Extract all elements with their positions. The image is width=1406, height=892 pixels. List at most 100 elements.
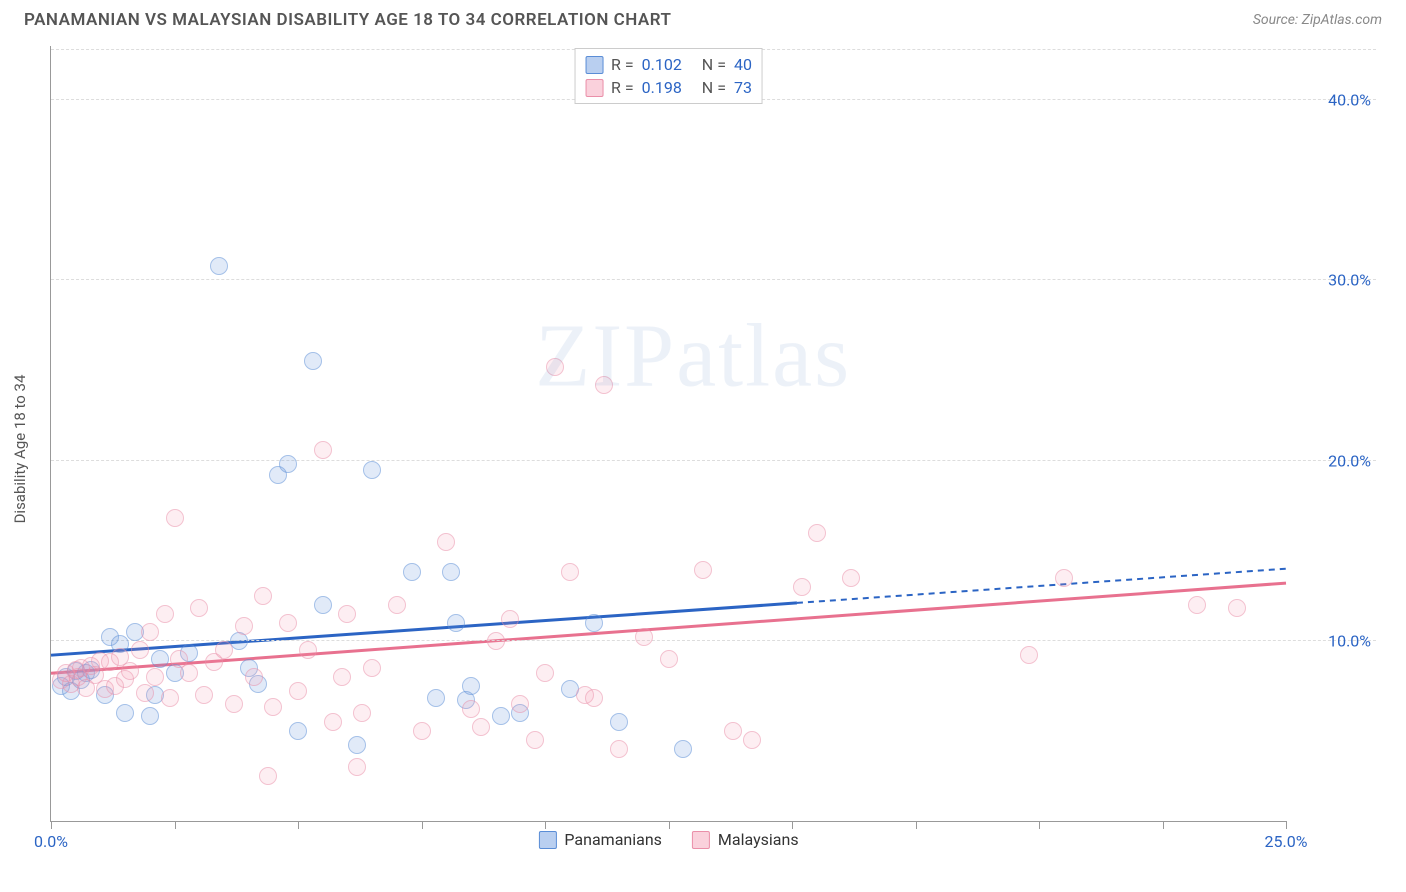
stats-row-panamanians: R = 0.102 N = 40: [585, 53, 752, 76]
x-tick: [916, 821, 917, 829]
chart-title: PANAMANIAN VS MALAYSIAN DISABILITY AGE 1…: [24, 10, 672, 30]
data-point: [215, 641, 233, 659]
data-point: [363, 461, 381, 479]
data-point: [585, 689, 603, 707]
data-point: [674, 740, 692, 758]
data-point: [210, 257, 228, 275]
data-point: [413, 722, 431, 740]
data-point: [561, 563, 579, 581]
data-point: [526, 731, 544, 749]
swatch-blue-icon: [585, 56, 603, 74]
data-point: [348, 736, 366, 754]
data-point: [289, 722, 307, 740]
data-point: [131, 641, 149, 659]
plot-area: ZIPatlas R = 0.102 N = 40 R = 0.198 N = …: [50, 46, 1286, 822]
data-point: [195, 686, 213, 704]
n-value-panamanians: 40: [734, 55, 752, 74]
n-label: N =: [702, 55, 726, 74]
y-axis-label: Disability Age 18 to 34: [11, 375, 29, 524]
data-point: [492, 707, 510, 725]
data-point: [279, 614, 297, 632]
data-point: [743, 731, 761, 749]
r-value-malaysians: 0.198: [642, 78, 682, 97]
data-point: [610, 740, 628, 758]
x-tick: [545, 821, 546, 829]
plot-container: Disability Age 18 to 34 ZIPatlas R = 0.1…: [50, 46, 1376, 852]
data-point: [141, 707, 159, 725]
gridline: [51, 460, 1376, 461]
x-tick: [51, 821, 52, 829]
trend-line-extrapolated: [797, 569, 1286, 603]
r-label: R =: [611, 78, 634, 97]
data-point: [190, 599, 208, 617]
legend-item-panamanians: Panamanians: [538, 830, 662, 849]
data-point: [403, 563, 421, 581]
data-point: [235, 617, 253, 635]
data-point: [635, 628, 653, 646]
y-tick-label: 40.0%: [1328, 91, 1371, 110]
x-tick: [422, 821, 423, 829]
data-point: [348, 758, 366, 776]
swatch-pink-icon: [692, 831, 710, 849]
data-point: [808, 524, 826, 542]
data-point: [462, 700, 480, 718]
x-tick: [1286, 821, 1287, 829]
swatch-blue-icon: [538, 831, 556, 849]
x-tick: [669, 821, 670, 829]
x-tick: [1039, 821, 1040, 829]
data-point: [660, 650, 678, 668]
data-point: [338, 605, 356, 623]
source-prefix: Source:: [1253, 12, 1302, 28]
data-point: [259, 767, 277, 785]
legend-label: Malaysians: [718, 830, 799, 849]
series-legend: Panamanians Malaysians: [538, 830, 798, 849]
chart-header: PANAMANIAN VS MALAYSIAN DISABILITY AGE 1…: [0, 0, 1406, 38]
x-tick-label: 0.0%: [34, 832, 68, 851]
data-point: [304, 352, 322, 370]
data-point: [501, 610, 519, 628]
data-point: [487, 632, 505, 650]
data-point: [279, 455, 297, 473]
data-point: [427, 689, 445, 707]
gridline: [51, 640, 1376, 641]
data-point: [289, 682, 307, 700]
data-point: [254, 587, 272, 605]
data-point: [141, 623, 159, 641]
data-point: [437, 533, 455, 551]
data-point: [151, 650, 169, 668]
data-point: [299, 641, 317, 659]
data-point: [136, 684, 154, 702]
gridline: [51, 279, 1376, 280]
x-tick: [298, 821, 299, 829]
data-point: [363, 659, 381, 677]
data-point: [724, 722, 742, 740]
data-point: [447, 614, 465, 632]
data-point: [314, 441, 332, 459]
data-point: [1188, 596, 1206, 614]
data-point: [842, 569, 860, 587]
data-point: [166, 509, 184, 527]
data-point: [546, 358, 564, 376]
data-point: [388, 596, 406, 614]
data-point: [324, 713, 342, 731]
data-point: [472, 718, 490, 736]
n-label: N =: [702, 78, 726, 97]
data-point: [610, 713, 628, 731]
data-point: [1228, 599, 1246, 617]
data-point: [511, 695, 529, 713]
data-point: [146, 668, 164, 686]
data-point: [462, 677, 480, 695]
data-point: [793, 578, 811, 596]
data-point: [333, 668, 351, 686]
y-tick-label: 30.0%: [1328, 271, 1371, 290]
source-attribution: Source: ZipAtlas.com: [1253, 12, 1382, 28]
swatch-pink-icon: [585, 79, 603, 97]
data-point: [225, 695, 243, 713]
legend-label: Panamanians: [564, 830, 662, 849]
data-point: [264, 698, 282, 716]
data-point: [585, 614, 603, 632]
r-value-panamanians: 0.102: [642, 55, 682, 74]
data-point: [1020, 646, 1038, 664]
data-point: [156, 605, 174, 623]
data-point: [245, 668, 263, 686]
